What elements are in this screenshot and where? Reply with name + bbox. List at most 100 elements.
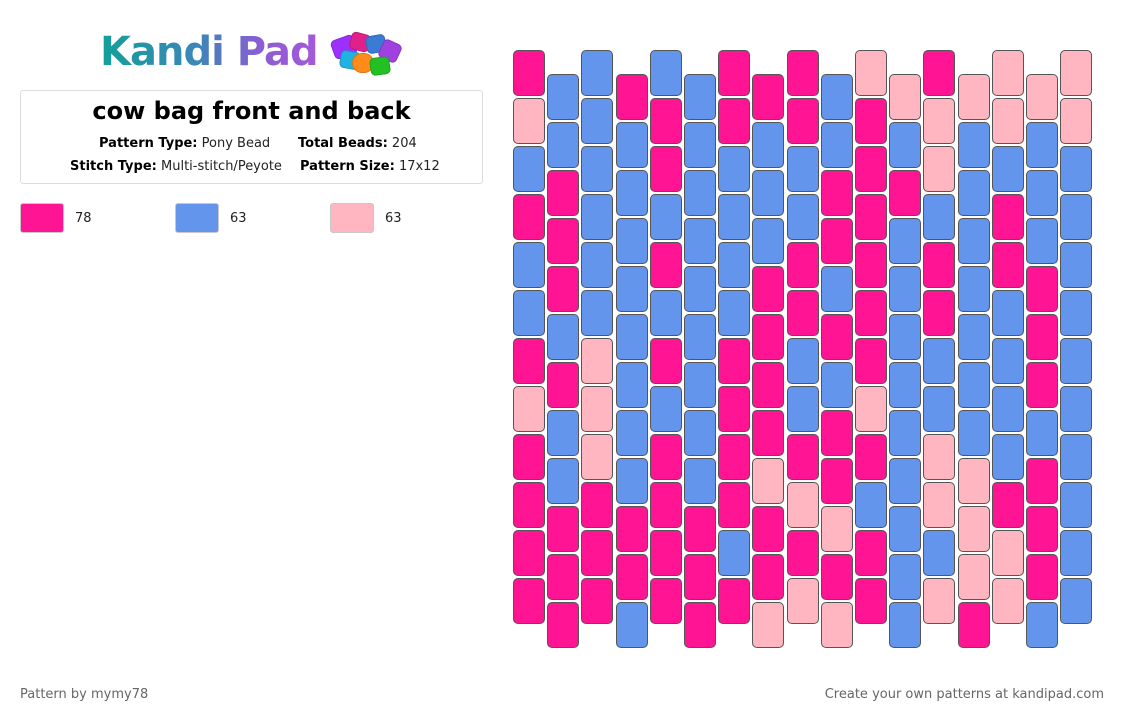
bead	[855, 194, 887, 240]
bead	[684, 458, 716, 504]
bead	[718, 98, 750, 144]
bead	[684, 314, 716, 360]
bead	[616, 554, 648, 600]
bead	[513, 50, 545, 96]
bead	[821, 362, 853, 408]
swatch-color-3	[330, 203, 374, 233]
swatch-count-1: 78	[75, 211, 92, 226]
bead	[752, 74, 784, 120]
bead	[923, 386, 955, 432]
bead	[889, 554, 921, 600]
bead	[787, 578, 819, 624]
pattern-type: Pattern Type: Pony Bead	[99, 136, 270, 151]
bead	[855, 290, 887, 336]
bead	[1026, 170, 1058, 216]
bead	[718, 386, 750, 432]
bead	[958, 266, 990, 312]
bead	[992, 434, 1024, 480]
bead	[1026, 122, 1058, 168]
bead	[821, 74, 853, 120]
bead	[1060, 290, 1092, 336]
bead	[650, 146, 682, 192]
bead	[752, 362, 784, 408]
bead	[889, 74, 921, 120]
bead	[923, 482, 955, 528]
bead	[1060, 386, 1092, 432]
bead	[547, 362, 579, 408]
bead	[650, 194, 682, 240]
bead	[684, 266, 716, 312]
bead	[547, 602, 579, 648]
bead	[547, 170, 579, 216]
bead	[513, 338, 545, 384]
bead	[1026, 458, 1058, 504]
bead	[787, 242, 819, 288]
bead	[1060, 242, 1092, 288]
bead	[718, 434, 750, 480]
bead	[581, 98, 613, 144]
bead	[547, 458, 579, 504]
bead	[513, 386, 545, 432]
bead	[992, 146, 1024, 192]
bead	[821, 410, 853, 456]
bead	[616, 122, 648, 168]
bead	[581, 386, 613, 432]
bead	[650, 530, 682, 576]
pattern-type-value: Pony Bead	[201, 136, 271, 151]
bead	[752, 602, 784, 648]
bead	[616, 458, 648, 504]
swatch-color-1	[20, 203, 64, 233]
bead	[547, 410, 579, 456]
bead	[1026, 554, 1058, 600]
bead	[650, 338, 682, 384]
bead	[958, 506, 990, 552]
bead	[581, 146, 613, 192]
total-beads: Total Beads: 204	[298, 136, 417, 151]
bead	[1060, 338, 1092, 384]
bead	[718, 338, 750, 384]
bead	[752, 122, 784, 168]
bead	[1060, 530, 1092, 576]
bead	[752, 554, 784, 600]
total-beads-value: 204	[391, 136, 417, 151]
bead	[958, 362, 990, 408]
bead	[958, 554, 990, 600]
swatch-color-2	[175, 203, 219, 233]
bead	[616, 170, 648, 216]
bead	[650, 434, 682, 480]
bead	[821, 122, 853, 168]
bead	[992, 386, 1024, 432]
bead	[889, 602, 921, 648]
bead	[581, 194, 613, 240]
bead	[855, 242, 887, 288]
bead	[958, 602, 990, 648]
bead	[958, 170, 990, 216]
bead	[958, 410, 990, 456]
bead	[923, 578, 955, 624]
bead	[1026, 362, 1058, 408]
stitch-type: Stitch Type: Multi-stitch/Peyote	[70, 159, 282, 174]
bead	[718, 242, 750, 288]
kandi-pad-logo[interactable]: Kandi Pad	[100, 28, 404, 77]
bead	[787, 338, 819, 384]
bead	[581, 50, 613, 96]
bead	[513, 242, 545, 288]
bead	[616, 506, 648, 552]
bead	[1026, 314, 1058, 360]
bead	[718, 530, 750, 576]
bead	[787, 386, 819, 432]
bead	[718, 482, 750, 528]
bead	[752, 410, 784, 456]
bead	[787, 50, 819, 96]
create-patterns-link[interactable]: Create your own patterns at kandipad.com	[824, 687, 1104, 702]
bead	[958, 458, 990, 504]
bead	[889, 410, 921, 456]
bead	[923, 50, 955, 96]
bead	[581, 578, 613, 624]
bead	[958, 218, 990, 264]
bead	[752, 506, 784, 552]
bead	[650, 242, 682, 288]
bead	[616, 410, 648, 456]
bead	[992, 290, 1024, 336]
bead	[684, 602, 716, 648]
